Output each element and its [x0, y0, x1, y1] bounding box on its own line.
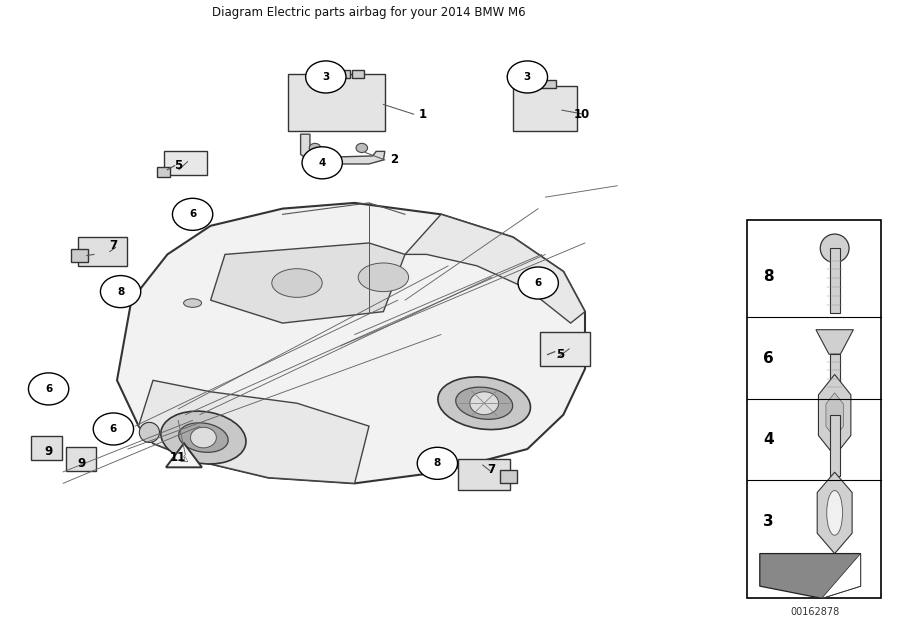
Ellipse shape	[178, 423, 229, 452]
Ellipse shape	[358, 263, 409, 291]
FancyBboxPatch shape	[747, 220, 881, 598]
Text: 9: 9	[76, 457, 86, 470]
FancyBboxPatch shape	[32, 436, 61, 460]
Text: 2: 2	[390, 153, 399, 167]
FancyBboxPatch shape	[66, 447, 96, 471]
FancyBboxPatch shape	[288, 74, 385, 131]
Text: 00162878: 00162878	[791, 607, 840, 617]
Text: 6: 6	[535, 278, 542, 288]
Text: ⚠: ⚠	[180, 453, 188, 464]
Polygon shape	[818, 375, 850, 456]
Polygon shape	[139, 380, 369, 483]
FancyBboxPatch shape	[324, 69, 335, 78]
Polygon shape	[816, 329, 853, 354]
FancyBboxPatch shape	[540, 332, 590, 366]
Text: 8: 8	[434, 459, 441, 468]
FancyBboxPatch shape	[500, 470, 518, 483]
Ellipse shape	[820, 234, 849, 263]
Text: 3: 3	[763, 513, 774, 529]
Text: 10: 10	[573, 107, 590, 121]
Polygon shape	[826, 393, 843, 438]
Circle shape	[29, 373, 68, 405]
Text: 9: 9	[44, 445, 53, 459]
Text: 8: 8	[763, 269, 774, 284]
Text: 3: 3	[322, 72, 329, 82]
FancyBboxPatch shape	[830, 354, 840, 395]
Circle shape	[191, 427, 216, 448]
Polygon shape	[301, 134, 385, 164]
Text: 1: 1	[418, 107, 427, 121]
Circle shape	[418, 447, 457, 480]
FancyBboxPatch shape	[77, 237, 128, 266]
Circle shape	[310, 143, 320, 153]
Circle shape	[173, 198, 212, 230]
FancyBboxPatch shape	[353, 69, 364, 78]
Text: 5: 5	[174, 159, 183, 172]
FancyBboxPatch shape	[830, 248, 840, 314]
Text: 6: 6	[189, 209, 196, 219]
Text: 4: 4	[319, 158, 326, 168]
FancyBboxPatch shape	[830, 415, 840, 476]
Polygon shape	[117, 203, 585, 483]
FancyBboxPatch shape	[310, 69, 320, 78]
Circle shape	[306, 61, 346, 93]
Circle shape	[94, 413, 133, 445]
Ellipse shape	[184, 299, 202, 307]
Ellipse shape	[455, 387, 513, 419]
Polygon shape	[211, 243, 405, 323]
Ellipse shape	[438, 377, 530, 429]
Text: 5: 5	[555, 348, 564, 361]
Polygon shape	[822, 553, 860, 598]
Ellipse shape	[161, 411, 246, 464]
FancyBboxPatch shape	[525, 80, 556, 88]
Polygon shape	[166, 443, 202, 467]
Circle shape	[101, 275, 140, 308]
Polygon shape	[405, 214, 585, 323]
Circle shape	[508, 61, 547, 93]
Text: 8: 8	[117, 287, 124, 296]
Polygon shape	[817, 472, 852, 553]
FancyBboxPatch shape	[164, 151, 207, 175]
FancyBboxPatch shape	[513, 86, 578, 131]
Ellipse shape	[140, 422, 159, 443]
Circle shape	[302, 147, 342, 179]
FancyBboxPatch shape	[338, 69, 349, 78]
Text: 7: 7	[487, 462, 496, 476]
Text: 7: 7	[109, 239, 118, 252]
Circle shape	[356, 143, 367, 153]
Text: 11: 11	[170, 451, 186, 464]
Polygon shape	[760, 553, 860, 598]
Text: 4: 4	[763, 432, 774, 447]
FancyBboxPatch shape	[158, 167, 170, 177]
FancyBboxPatch shape	[71, 249, 88, 262]
Text: 6: 6	[45, 384, 52, 394]
Circle shape	[470, 392, 499, 415]
Text: 6: 6	[110, 424, 117, 434]
Text: 3: 3	[524, 72, 531, 82]
FancyBboxPatch shape	[458, 459, 510, 490]
Circle shape	[827, 490, 842, 536]
Ellipse shape	[272, 268, 322, 297]
Circle shape	[518, 267, 558, 299]
Text: 6: 6	[763, 350, 774, 366]
Text: Diagram Electric parts airbag for your 2014 BMW M6: Diagram Electric parts airbag for your 2…	[212, 6, 526, 19]
